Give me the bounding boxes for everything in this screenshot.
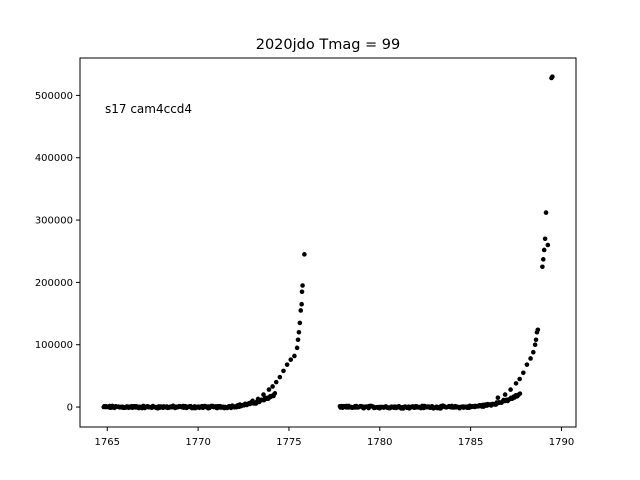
data-point	[533, 337, 539, 343]
data-point	[545, 242, 551, 248]
data-point	[532, 342, 538, 348]
y-tick-label: 100000	[35, 340, 73, 351]
data-point	[295, 337, 301, 343]
y-tick-label: 500000	[35, 91, 73, 102]
plot-frame	[79, 57, 577, 428]
data-point	[495, 395, 501, 401]
data-point	[277, 374, 283, 380]
y-tick-label: 0	[67, 403, 73, 414]
data-point	[299, 301, 304, 307]
data-point	[302, 252, 307, 257]
y-tick-label: 200000	[35, 278, 73, 289]
data-point	[261, 392, 266, 397]
data-point	[517, 391, 523, 396]
data-point	[273, 379, 279, 385]
data-point	[517, 376, 522, 382]
data-points	[101, 74, 555, 411]
x-tick-label: 1770	[185, 437, 210, 448]
data-point	[531, 349, 536, 355]
x-axis: 1765 1770 1775 1780 1785 1790	[95, 427, 574, 448]
data-point	[298, 308, 304, 313]
data-point	[270, 384, 275, 389]
data-point	[540, 264, 545, 270]
data-point	[299, 289, 305, 295]
data-point	[255, 396, 261, 402]
data-point	[513, 381, 519, 386]
data-point	[272, 391, 278, 396]
data-point	[284, 362, 290, 367]
x-tick-label: 1775	[276, 437, 301, 448]
sector-camera-annotation: s17 cam4ccd4	[105, 102, 192, 116]
data-point	[542, 236, 548, 242]
data-point	[528, 356, 533, 361]
x-tick-label: 1780	[367, 437, 392, 448]
data-point	[535, 327, 541, 333]
data-point	[543, 210, 549, 215]
data-point	[300, 283, 305, 288]
data-point	[541, 257, 546, 262]
y-tick-label: 300000	[35, 216, 73, 227]
x-tick-label: 1785	[458, 437, 483, 448]
chart-title: 2020jdo Tmag = 99	[256, 37, 401, 53]
data-point	[508, 387, 513, 392]
data-point	[294, 345, 300, 351]
data-point	[524, 362, 530, 367]
data-point	[521, 370, 526, 376]
data-point	[292, 353, 297, 359]
data-point	[296, 329, 302, 335]
y-axis: 0 100000 200000 300000 400000 500000	[35, 91, 80, 414]
x-tick-label: 1790	[549, 437, 574, 448]
data-point	[250, 398, 255, 404]
data-point	[297, 320, 303, 326]
data-point	[281, 368, 286, 374]
data-point	[502, 392, 508, 397]
data-point	[266, 387, 272, 392]
y-tick-label: 400000	[35, 153, 73, 164]
x-tick-label: 1765	[95, 437, 120, 448]
data-point	[550, 74, 555, 79]
data-point	[541, 247, 547, 253]
data-point	[288, 357, 294, 362]
